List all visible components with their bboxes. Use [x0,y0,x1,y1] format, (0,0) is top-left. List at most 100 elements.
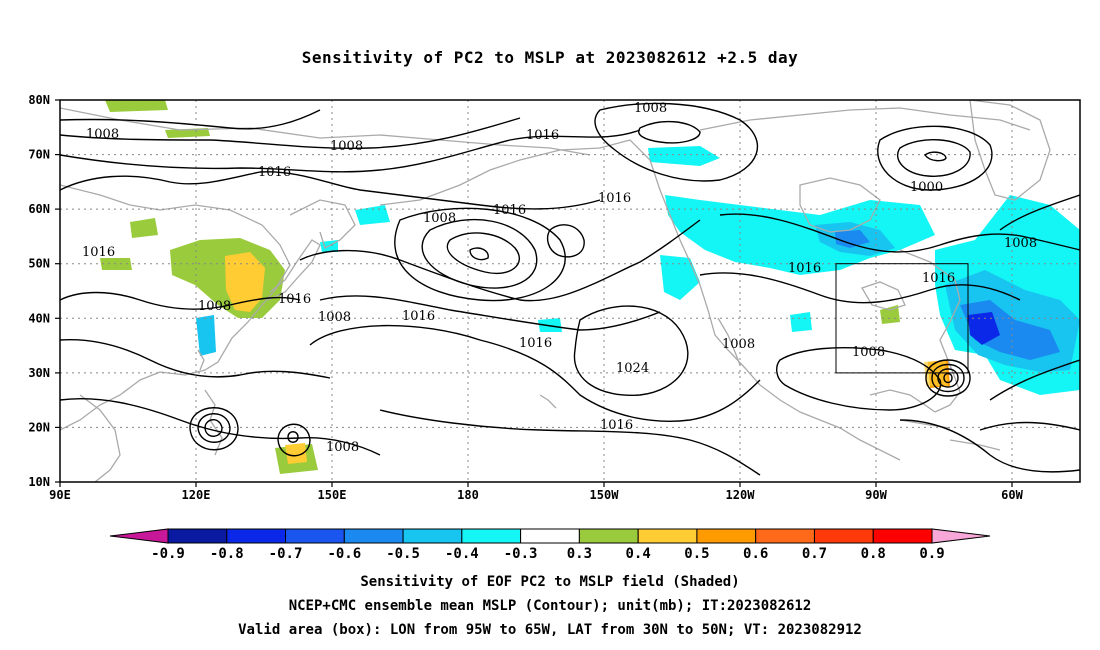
colorbar-label: -0.8 [210,546,244,562]
lon-axis-labels: 90E 120E 150E 180 150W 120W 90W 60W [49,488,1023,502]
coast-canada-arctic [699,107,1031,131]
colorbar-swatch [343,528,404,544]
lat-tick-label: 10N [28,475,50,489]
contour-1016-mid [299,219,701,302]
contour-label: 1008 [1004,236,1037,251]
shading-layer [100,100,1080,474]
colorbar-swatch [461,528,522,544]
contour-1008-south [60,398,381,456]
colorbar-max-triangle [931,528,991,544]
colorbar-swatch [755,528,815,544]
lon-tick-label: 180 [457,488,479,502]
coast-northam-west [669,214,901,461]
colorbar-swatch [637,528,698,544]
tick-marks [55,99,1013,487]
contour-1008-us [776,347,942,411]
contour-label: 1016 [258,165,291,180]
contour-atlantic [989,359,1080,401]
shade-darkblue-northam [835,230,870,248]
contour-1008-west [60,291,301,310]
contour-label: 1008 [722,337,755,352]
contour-label: 1008 [423,211,456,226]
valid-area-box [835,263,969,374]
contour-label: 1016 [526,128,559,143]
colorbar-swatch [872,528,933,544]
contour-hurricane-2 [937,368,959,388]
contour-low-aleutian-3 [394,207,566,302]
contour-high-northam-inner [638,120,701,144]
lat-tick-label: 60N [28,202,50,216]
shade-darkblue-atlantic [968,312,1000,345]
contour-1016-northam [719,213,1080,253]
lat-tick-label: 20N [28,420,50,434]
coast-kamchatka [289,199,356,249]
colorbar-min-triangle [109,528,169,544]
lon-tick-label: 90W [865,488,887,502]
contour-label: 1016 [519,336,552,351]
contour-typhoon-e-2 [277,423,311,457]
contour-1016-asia [60,129,641,173]
shade-cyan-pacific-1 [355,205,390,225]
contour-label: 1016 [493,203,526,218]
coast-siberia-north [60,107,591,156]
colorbar-label: -0.4 [445,546,479,562]
lat-tick-label: 50N [28,257,50,271]
contour-label: 1008 [326,440,359,455]
lat-tick-label: 80N [28,93,50,107]
colorbar-swatch [167,528,228,544]
colorbar-label: 0.3 [567,546,592,562]
colorbar-swatch [813,528,874,544]
lon-tick-label: 150E [318,488,347,502]
contour-low-canada-2 [897,139,971,177]
shade-yellow-east-asia [225,252,265,312]
colorbar-label: 0.5 [684,546,709,562]
contour-hurricane-1 [943,372,953,384]
contour-1016-asia-b [60,171,601,210]
colorbar-swatch [520,528,580,544]
lon-tick-label: 120W [726,488,756,502]
contour-low-canada-3 [924,151,947,162]
mslp-contours [60,102,1080,476]
contour-label: 1024 [616,361,649,376]
contour-hurricane-4 [925,359,971,397]
shade-cyan-philippine [196,315,216,356]
coast-alaska [379,139,671,216]
plot-frame [59,99,1081,483]
lon-tick-label: 90E [49,488,71,502]
colorbar-label: -0.3 [504,546,538,562]
contour-north-1008 [60,109,321,130]
contour-labels: 1008 1008 1016 1016 1016 1008 1016 1016 … [82,101,1037,455]
lat-tick-label: 40N [28,311,50,325]
colorbar-label: 0.4 [626,546,651,562]
coast-baja [717,317,741,366]
contour-low-aleutian-2 [421,218,538,289]
coast-hawaii [539,394,557,409]
contour-1016-south [379,409,761,476]
coast-eastus [899,249,961,413]
coast-indochina [79,394,121,482]
contour-label: 1008 [318,310,351,325]
colorbar-label: -0.6 [327,546,361,562]
shade-green-west-2 [130,218,158,238]
contour-label: 1008 [86,127,119,142]
contour-label: 1000 [910,180,943,195]
contour-label: 1016 [278,292,311,307]
coast-caribbean [949,439,1001,451]
contour-hurricane-3 [931,363,965,393]
colorbar-swatch [226,528,287,544]
contour-1008-eastcanada [999,194,1080,231]
lat-tick-label: 30N [28,366,50,380]
contour-1024-high [573,305,689,397]
contour-label: 1008 [634,101,667,116]
colorbar-swatch [696,528,757,544]
contour-label: 1016 [598,191,631,206]
colorbar-label: -0.5 [386,546,420,562]
coast-gulf [869,389,936,413]
contour-high-northam [594,102,759,182]
colorbar-label: 0.6 [743,546,768,562]
colorbar-swatch [578,528,639,544]
colorbar-label: 0.9 [919,546,944,562]
caption-line-1: Sensitivity of EOF PC2 to MSLP field (Sh… [360,574,740,590]
coast-hudson [799,177,881,233]
